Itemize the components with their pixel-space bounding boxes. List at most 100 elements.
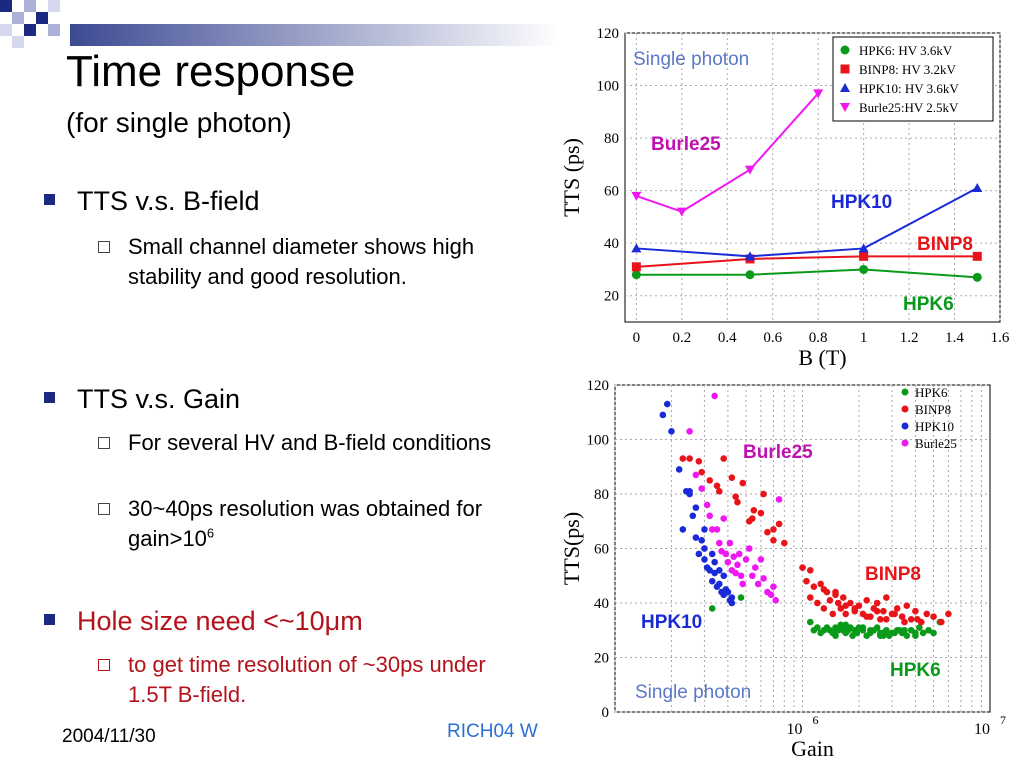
data-point-burle25 (745, 545, 753, 552)
data-point-hpk10 (716, 580, 723, 588)
data-point-binp8 (842, 602, 850, 610)
sub-bullet: to get time resolution of ~30ps under 1.… (98, 650, 518, 709)
y-tick-label: 40 (604, 236, 619, 252)
bullet-text: TTS v.s. Gain (77, 384, 241, 414)
series-label-hpk10: HPK10 (831, 192, 892, 213)
series-label-hpk6: HPK6 (890, 660, 941, 681)
data-point-hpk6 (901, 626, 908, 634)
data-point-burle25 (760, 575, 767, 582)
x-tick-label: 0.6 (763, 330, 782, 346)
data-point-binp8 (923, 610, 931, 618)
data-point-hpk10 (701, 526, 708, 533)
data-point-hpk10 (686, 490, 693, 498)
data-point-burle25 (703, 501, 711, 509)
data-point-binp8 (837, 605, 845, 612)
data-point-binp8 (820, 586, 828, 593)
data-point-hpk6 (867, 626, 874, 634)
data-point-burle25 (716, 539, 723, 547)
series-label-binp8: BINP8 (917, 234, 973, 255)
legend-marker (901, 422, 909, 430)
data-point-binp8 (883, 594, 890, 601)
data-point-burle25 (734, 561, 741, 569)
data-point-binp8 (760, 490, 767, 498)
x-axis-label: B (T) (798, 345, 846, 370)
data-point-burle25 (720, 515, 728, 522)
series-label-binp8: BINP8 (865, 564, 921, 585)
data-point-hpk6 (925, 626, 932, 634)
data-point-hpk6 (851, 629, 859, 637)
data-point-binp8 (734, 498, 741, 506)
bullet-hole-size: Hole size need <~10μm (44, 606, 363, 637)
data-point-binp8 (781, 539, 788, 547)
x-tick-label: 0.8 (809, 330, 828, 346)
series-label-burle25: Burle25 (651, 134, 721, 155)
data-point-binp8 (817, 580, 824, 588)
data-point-hpk10 (701, 556, 708, 563)
data-point-binp8 (829, 610, 837, 618)
data-point-burle25 (737, 572, 745, 580)
series-line-hpk10 (636, 187, 978, 258)
x-tick-label: 1 (860, 330, 868, 346)
annotation-single-photon: Single photon (635, 682, 751, 703)
data-point-binp8 (716, 487, 723, 495)
hollow-square-icon (98, 437, 110, 449)
series-label-hpk10: HPK10 (641, 612, 702, 633)
sub-bullet-text: For several HV and B-field conditions (128, 430, 492, 455)
data-point-binp8 (698, 468, 705, 476)
legend-marker (901, 388, 909, 396)
footer-conference-link[interactable]: RICH04 W (447, 721, 538, 742)
data-point-hpk10 (675, 466, 683, 473)
data-point-burle25 (692, 471, 700, 479)
legend-entry: Burle25:HV 2.5kV (859, 100, 959, 115)
data-point-hpk10 (701, 545, 708, 552)
data-point-burle25 (813, 89, 824, 99)
data-point-burle25 (757, 556, 765, 563)
series-label-burle25: Burle25 (743, 442, 813, 463)
legend-entry: HPK10 (915, 419, 954, 434)
data-point-burle25 (676, 207, 687, 217)
data-point-binp8 (834, 599, 842, 607)
legend-box (832, 36, 994, 122)
data-point-burle25 (706, 512, 714, 520)
hollow-square-icon (98, 241, 110, 253)
data-point-hpk6 (972, 272, 982, 282)
data-point-binp8 (945, 610, 952, 618)
bullet-text: TTS v.s. B-field (77, 186, 260, 216)
x-tick-label: 0.2 (672, 330, 691, 346)
legend-marker (840, 45, 850, 55)
hollow-square-icon (98, 503, 110, 515)
data-point-burle25 (726, 539, 734, 547)
data-point-burle25 (745, 165, 755, 175)
sub-bullet-text: 30~40ps resolution was obtained for gain… (128, 496, 483, 551)
data-point-hpk10 (698, 537, 705, 544)
y-axis-label: TTS (ps) (559, 138, 584, 217)
data-point-hpk6 (834, 626, 842, 634)
legend-entry: HPK10: HV 3.6kV (859, 81, 959, 96)
data-point-burle25 (754, 580, 762, 588)
data-point-hpk6 (873, 624, 881, 631)
data-point-hpk10 (692, 534, 700, 541)
data-point-binp8 (891, 610, 898, 618)
sub-bullet: 30~40ps resolution was obtained for gain… (98, 494, 518, 553)
legend-entry: BINP8: HV 3.2kV (859, 62, 957, 77)
data-point-binp8 (901, 618, 908, 626)
data-point-hpk6 (896, 626, 904, 634)
data-point-binp8 (686, 455, 693, 462)
data-point-hpk10 (659, 411, 667, 419)
legend-entry: BINP8 (915, 402, 951, 417)
data-point-hpk6 (916, 624, 923, 631)
data-point-hpk10 (728, 594, 736, 601)
data-point-hpk6 (745, 270, 755, 280)
hollow-square-icon (98, 659, 110, 671)
x-tick-exponent: 6 (813, 713, 819, 727)
sub-bullet: Small channel diameter shows high stabil… (98, 232, 518, 291)
data-point-binp8 (775, 520, 783, 528)
chart-tts-vs-gain: 0 20 40 60 80 100 120 10 6 10 7 Gain TTS(ps) Single p… (559, 378, 1006, 761)
data-point-hpk10 (679, 526, 687, 533)
data-point-binp8 (757, 509, 765, 517)
data-point-hpk10 (663, 400, 671, 408)
data-point-binp8 (799, 564, 806, 571)
data-point-binp8 (832, 591, 839, 599)
data-point-binp8 (873, 599, 881, 607)
data-point-hpk10 (858, 243, 869, 253)
